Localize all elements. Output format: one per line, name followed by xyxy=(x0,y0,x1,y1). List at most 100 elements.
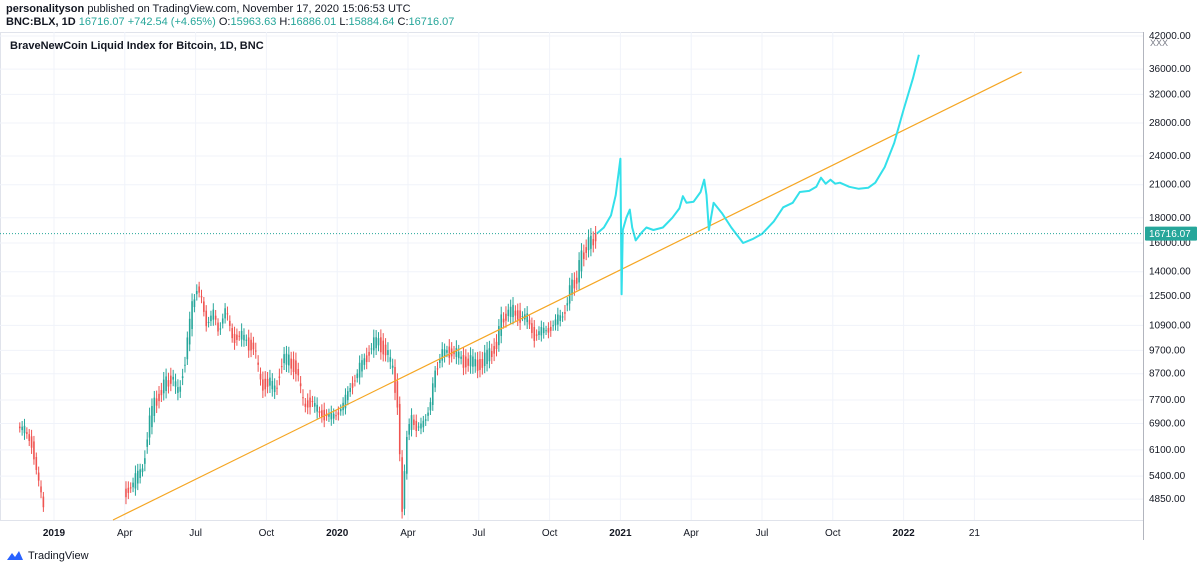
candle-body xyxy=(139,469,141,478)
candle-body xyxy=(583,252,585,259)
candle-body xyxy=(195,290,198,295)
candle-body xyxy=(347,391,349,401)
candle-body xyxy=(516,310,519,320)
candle-body xyxy=(144,458,146,464)
y-tick-label: 5400.00 xyxy=(1149,471,1186,482)
chart-frame[interactable]: 42000.00 36000.00 32000.00 28000.00 24000.00… xyxy=(0,32,1200,541)
candle-body xyxy=(181,376,184,379)
candle-body xyxy=(578,260,580,283)
candle-body xyxy=(571,279,573,295)
candle-body xyxy=(313,402,316,407)
candle-body xyxy=(436,368,439,370)
candle-body xyxy=(594,233,597,242)
price-chart[interactable]: 42000.00 36000.00 32000.00 28000.00 24000.00… xyxy=(0,32,1200,541)
open-value: 15963.63 xyxy=(230,16,277,28)
candle-body xyxy=(165,376,167,392)
candle-body xyxy=(174,381,177,387)
candle-body xyxy=(231,328,233,339)
y-tick-label: 6100.00 xyxy=(1149,445,1186,456)
candle-body xyxy=(368,351,370,356)
candle-body xyxy=(323,409,326,421)
close-label: C: xyxy=(397,16,409,28)
candle-body xyxy=(339,408,342,412)
candle-body xyxy=(538,331,540,336)
candle-body xyxy=(162,379,165,394)
candle-body xyxy=(30,436,33,448)
candle-body xyxy=(158,393,160,402)
candle-body xyxy=(170,375,172,384)
candle-body xyxy=(354,380,356,382)
y-tick-label: 28000.00 xyxy=(1149,118,1191,129)
candle-body xyxy=(42,496,45,508)
candle-body xyxy=(266,378,269,387)
candle-body xyxy=(335,415,337,417)
candle-body xyxy=(476,359,479,371)
candle-body xyxy=(302,397,304,399)
candle-body xyxy=(148,415,151,438)
candle-body xyxy=(271,380,274,390)
candle-body xyxy=(417,426,420,428)
candle-body xyxy=(318,411,321,413)
candle-body xyxy=(382,340,385,355)
candle-body xyxy=(349,387,351,392)
candle-body xyxy=(167,380,170,387)
candle-body xyxy=(292,359,295,373)
candle-body xyxy=(391,365,394,368)
candle-body xyxy=(252,342,255,350)
open-label: O: xyxy=(218,16,231,28)
candle-body xyxy=(408,424,410,435)
candle-body xyxy=(269,377,271,386)
y-tick-label: 16000.00 xyxy=(1149,238,1191,249)
author-name[interactable]: personalityson xyxy=(6,3,85,15)
candle-body xyxy=(545,330,547,332)
candle-body xyxy=(486,349,488,365)
candle-body xyxy=(221,318,224,324)
current-price-label: 16716.07 xyxy=(1149,229,1191,240)
candle-body xyxy=(125,488,127,498)
y-tick-label: 21000.00 xyxy=(1149,180,1191,191)
candle-body xyxy=(288,354,290,366)
candle-body xyxy=(439,359,441,364)
x-tick-label: 2022 xyxy=(892,528,915,539)
y-tick-label: 24000.00 xyxy=(1149,151,1191,162)
footer-brand[interactable]: TradingView xyxy=(28,550,89,562)
y-tick-label: 4850.00 xyxy=(1149,494,1186,505)
candle-body xyxy=(387,350,389,355)
candle-body xyxy=(37,472,40,481)
candle-body xyxy=(278,376,281,378)
y-tick-label: 36000.00 xyxy=(1149,64,1191,75)
candle-body xyxy=(276,387,278,389)
candle-body xyxy=(245,339,248,341)
candle-body xyxy=(587,237,590,251)
y-tick-label: 12500.00 xyxy=(1149,291,1191,302)
candle-body xyxy=(273,385,276,393)
candle-body xyxy=(238,335,241,337)
candle-body xyxy=(224,308,226,319)
footer: TradingView xyxy=(6,548,89,564)
candle-body xyxy=(358,362,361,378)
candle-body xyxy=(592,238,595,246)
candle-body xyxy=(254,350,257,352)
candle-body xyxy=(420,423,422,429)
tradingview-logo-icon xyxy=(7,551,23,560)
candle-body xyxy=(363,358,366,365)
candle-body xyxy=(306,400,309,408)
candle-body xyxy=(573,280,576,289)
candle-body xyxy=(490,351,493,358)
candle-body xyxy=(212,309,215,320)
candle-body xyxy=(28,434,31,441)
candle-body xyxy=(398,403,401,455)
candle-body xyxy=(247,337,250,351)
candle-body xyxy=(455,347,458,357)
chart-title: BraveNewCoin Liquid Index for Bitcoin, 1… xyxy=(10,40,264,52)
candle-body xyxy=(193,299,196,308)
candle-body xyxy=(552,325,554,327)
candle-body xyxy=(585,247,587,253)
candle-body xyxy=(460,356,462,359)
candle-body xyxy=(483,352,486,367)
candle-body xyxy=(531,323,533,333)
close-value: 16716.07 xyxy=(408,16,455,28)
candle-body xyxy=(519,310,521,323)
candle-body xyxy=(448,346,451,358)
candle-body xyxy=(580,250,583,272)
